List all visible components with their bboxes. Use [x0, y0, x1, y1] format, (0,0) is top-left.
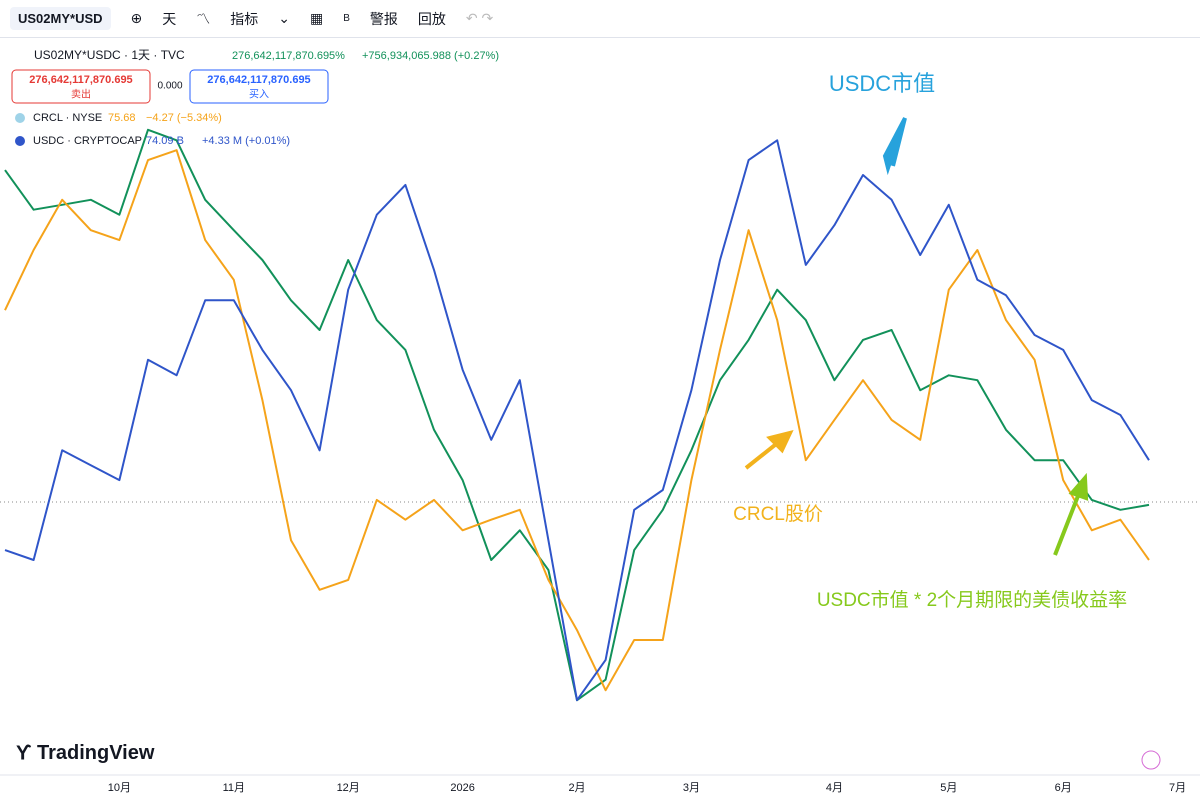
spread: 0.000 — [157, 81, 182, 92]
x-tick-label: 2月 — [568, 782, 585, 794]
x-tick-label: 10月 — [108, 782, 131, 794]
watermark: ϒ TradingView — [16, 742, 155, 764]
x-tick-label: 12月 — [337, 782, 360, 794]
x-tick-label: 6月 — [1055, 782, 1072, 794]
line-series — [4, 128, 1150, 702]
x-tick-label: 3月 — [683, 782, 700, 794]
arrow — [744, 430, 794, 470]
arrow — [882, 117, 907, 176]
legend-crcl: CRCL · NYSE — [33, 112, 102, 124]
legend: US02MY*USDC · 1天 · TVC 276,642,117,870.6… — [11, 48, 499, 147]
replay[interactable]: 回放 — [417, 10, 446, 27]
legend-main: US02MY*USDC · 1天 · TVC — [34, 48, 185, 62]
chart: US02MY*USDC · 1天 · TVC 276,642,117,870.6… — [0, 48, 1200, 794]
usdc-change: +4.33 M (+0.01%) — [202, 135, 290, 147]
indicators[interactable]: 指标 — [230, 10, 259, 27]
b-button[interactable]: B — [343, 13, 350, 24]
crcl-change: −4.27 (−5.34%) — [146, 112, 222, 124]
sell-label: 卖出 — [71, 88, 91, 101]
icon[interactable]: ▦ — [310, 10, 324, 26]
annotation: USDC市值 — [829, 71, 935, 96]
undo[interactable]: ↶ ↷ — [465, 10, 494, 26]
interval[interactable]: 天 — [162, 10, 177, 27]
symbol[interactable]: US02MY*USD — [10, 7, 111, 30]
line-series — [4, 149, 1150, 692]
arrow — [1053, 472, 1089, 556]
line-series — [4, 139, 1150, 702]
icon[interactable]: ⌄ — [278, 10, 290, 26]
sell-box[interactable] — [11, 69, 151, 104]
icon — [15, 113, 25, 123]
buy-price: 276,642,117,870.695 — [207, 74, 310, 86]
x-tick-label: 5月 — [940, 782, 957, 794]
icon[interactable]: ⊕ — [130, 10, 143, 26]
icon[interactable] — [1141, 750, 1161, 770]
legend-last: 276,642,117,870.695% — [232, 50, 345, 62]
legend-usdc: USDC · CRYPTOCAP — [33, 135, 142, 147]
alert[interactable]: 警报 — [369, 10, 398, 27]
buy-label: 买入 — [249, 89, 269, 101]
legend-change: +756,934,065.988 (+0.27%) — [362, 50, 499, 62]
icon — [15, 136, 25, 146]
x-tick-label: 4月 — [826, 782, 843, 794]
icon[interactable]: 〽 — [196, 10, 211, 27]
toolbar: US02MY*USD ⊕ 天 〽 指标 ⌄ ▦ B 警报 回放 ↶ ↷ — [0, 0, 1200, 38]
annotation: USDC市值 * 2个月期限的美债收益率 — [817, 589, 1127, 611]
usdc-last: 74.09 B — [146, 135, 184, 147]
sell-price: 276,642,117,870.695 — [29, 74, 132, 86]
watermark-text: TradingView — [37, 742, 155, 764]
x-tick-label: 11月 — [223, 782, 245, 794]
annotation: CRCL股价 — [733, 504, 823, 525]
buy-box[interactable] — [189, 69, 329, 104]
x-tick-label: 2026 — [450, 782, 474, 794]
crcl-last: 75.68 — [108, 112, 136, 124]
x-tick-label: 7月 — [1169, 782, 1186, 794]
